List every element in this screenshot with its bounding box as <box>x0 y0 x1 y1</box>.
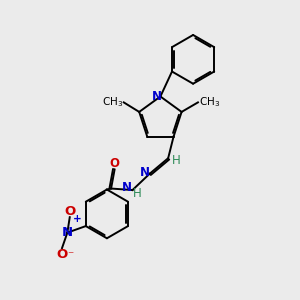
Text: +: + <box>73 214 81 224</box>
Text: N: N <box>122 181 131 194</box>
Text: CH$_3$: CH$_3$ <box>199 95 220 109</box>
Text: O: O <box>64 205 75 218</box>
Text: H: H <box>172 154 181 167</box>
Text: O: O <box>56 248 68 260</box>
Text: N: N <box>140 166 149 179</box>
Text: N: N <box>62 226 73 239</box>
Text: H: H <box>133 187 141 200</box>
Text: CH$_3$: CH$_3$ <box>102 95 123 109</box>
Text: ⁻: ⁻ <box>67 249 74 262</box>
Text: O: O <box>110 158 120 170</box>
Text: N: N <box>152 90 162 103</box>
